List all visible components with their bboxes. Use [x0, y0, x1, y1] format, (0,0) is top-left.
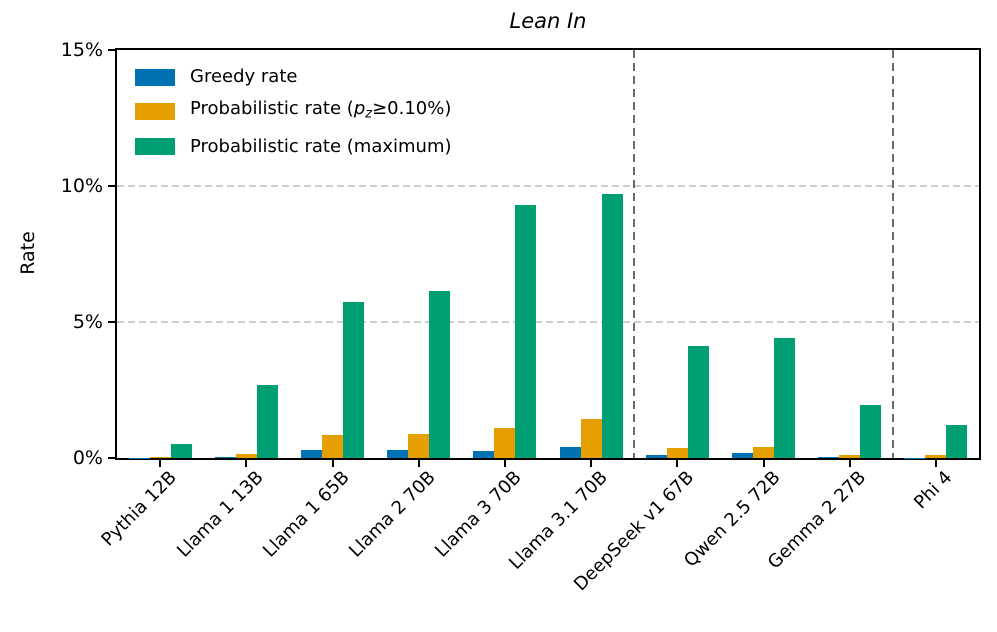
bar: [839, 455, 861, 458]
y-tick-label: 15%: [60, 39, 103, 61]
bar: [473, 451, 495, 458]
bar: [256, 384, 278, 458]
bar: [860, 404, 882, 458]
x-tick-mark: [503, 460, 506, 467]
bar: [732, 452, 753, 458]
x-tick-mark: [590, 460, 593, 467]
legend: Greedy rate Probabilistic rate (pz≥0.10%)…: [135, 65, 452, 159]
legend-label-part: ≥0.10%): [372, 98, 452, 119]
x-tick-mark: [848, 460, 851, 467]
y-tick-label: 5%: [72, 311, 103, 333]
bar: [235, 453, 257, 458]
legend-item-probabilistic-rate-maximum: Probabilistic rate (maximum): [135, 135, 452, 159]
x-tick-mark: [331, 460, 334, 467]
legend-label: Probabilistic rate (maximum): [190, 135, 452, 159]
bar: [687, 346, 709, 458]
plot-area: Greedy rate Probabilistic rate (pz≥0.10%)…: [115, 48, 981, 460]
bar: [170, 444, 192, 458]
y-axis-label: Rate: [17, 231, 39, 275]
x-tick-mark: [417, 460, 420, 467]
gridline: [117, 321, 979, 323]
legend-label-part: z: [365, 106, 373, 122]
legend-label: Probabilistic rate (pz≥0.10%): [190, 97, 451, 127]
bar: [301, 449, 322, 458]
x-tick-mark: [245, 460, 248, 467]
x-tick-label: Llama 3 70B: [431, 467, 526, 562]
y-tick-label: 10%: [60, 175, 103, 197]
bar: [559, 447, 581, 458]
bar: [214, 456, 236, 458]
legend-swatch-probabilistic-rate-threshold: [135, 103, 175, 121]
bar: [946, 425, 968, 458]
y-tick-mark: [108, 457, 115, 459]
y-tick-label: 0%: [72, 447, 103, 469]
bar: [925, 455, 947, 458]
bar: [515, 205, 537, 458]
bar: [774, 338, 795, 458]
x-tick-mark: [934, 460, 937, 467]
bar: [149, 456, 171, 458]
legend-label-part: Probabilistic rate (maximum): [190, 135, 452, 157]
x-tick-mark: [159, 460, 162, 467]
x-tick-label: Llama 1 65B: [258, 467, 354, 562]
bar: [753, 447, 774, 458]
legend-swatch-probabilistic-rate-maximum: [135, 138, 175, 156]
legend-label: Greedy rate: [190, 65, 297, 89]
y-tick-mark: [108, 49, 115, 51]
legend-item-probabilistic-rate-threshold: Probabilistic rate (pz≥0.10%): [135, 97, 452, 127]
legend-label-part: Greedy rate: [190, 66, 298, 87]
x-tick-label: Pythia 12B: [97, 467, 181, 551]
y-tick-mark: [108, 185, 115, 187]
x-tick-label: Llama 2 70B: [344, 467, 440, 562]
bar: [818, 457, 840, 458]
y-tick-mark: [108, 321, 115, 323]
x-tick-label: Phi 4: [910, 467, 957, 514]
legend-label-part: p: [353, 98, 366, 119]
group-separator: [632, 50, 636, 458]
bar: [666, 448, 688, 458]
bar: [580, 418, 602, 458]
bar: [387, 450, 409, 458]
legend-item-greedy-rate: Greedy rate: [135, 65, 452, 89]
group-separator: [891, 50, 895, 458]
x-tick-mark: [676, 460, 679, 467]
x-tick-label: Llama 1 13B: [172, 467, 268, 562]
gridline: [117, 185, 979, 187]
bar: [429, 290, 451, 458]
chart-title: Lean In: [509, 9, 587, 33]
bar: [601, 194, 623, 458]
bar: [494, 428, 516, 458]
bar: [343, 301, 364, 458]
x-tick-mark: [762, 460, 765, 467]
legend-swatch-greedy-rate: [135, 68, 175, 86]
bar: [322, 434, 343, 458]
bar: [645, 455, 667, 458]
bar: [408, 433, 430, 458]
legend-label-part: Probabilistic rate (: [190, 98, 354, 119]
